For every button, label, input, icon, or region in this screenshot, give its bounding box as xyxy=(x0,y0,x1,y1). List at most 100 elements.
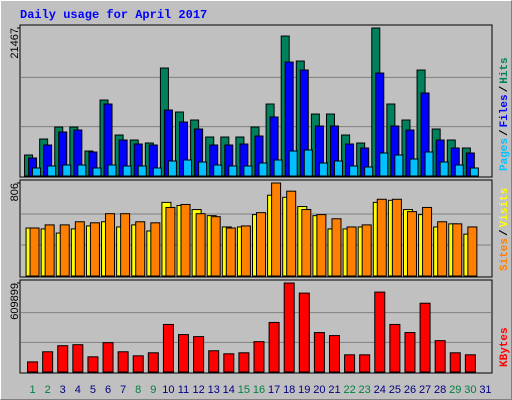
x-tick-label: 28 xyxy=(434,384,446,396)
bar xyxy=(273,159,283,177)
bar xyxy=(228,165,238,177)
bar xyxy=(62,164,72,177)
bar xyxy=(152,167,162,177)
bar xyxy=(271,182,282,277)
bar xyxy=(122,165,132,177)
bar xyxy=(213,164,223,177)
x-tick-label: 10 xyxy=(162,384,174,396)
bar xyxy=(29,227,40,277)
bar xyxy=(454,164,464,177)
bar xyxy=(193,336,205,373)
bar xyxy=(301,209,312,277)
bar xyxy=(268,321,280,373)
bar xyxy=(409,158,419,177)
bar xyxy=(437,221,448,277)
bar xyxy=(424,151,434,177)
bar xyxy=(180,203,191,277)
x-tick-label: 2 xyxy=(45,384,51,396)
bar xyxy=(439,161,449,177)
bar xyxy=(137,165,147,177)
x-tick-label: 13 xyxy=(208,384,220,396)
bar xyxy=(57,345,69,373)
bar xyxy=(42,351,54,373)
legend-separator: / xyxy=(499,229,511,236)
bar xyxy=(288,150,298,177)
bar xyxy=(374,291,386,373)
bar xyxy=(346,226,357,277)
bar xyxy=(303,149,313,177)
bar xyxy=(107,164,117,177)
bar xyxy=(210,216,221,277)
x-tick-label: 1 xyxy=(29,384,35,396)
bar xyxy=(391,198,402,277)
bar xyxy=(359,354,371,373)
x-tick-label: 7 xyxy=(120,384,126,396)
x-tick-label: 11 xyxy=(178,384,189,396)
bar xyxy=(364,166,374,177)
x-tick-label: 27 xyxy=(419,384,431,396)
bar xyxy=(389,323,401,373)
bar xyxy=(195,213,206,277)
bar xyxy=(313,332,325,373)
bar xyxy=(198,161,208,177)
bar xyxy=(467,226,478,277)
bar xyxy=(72,344,84,373)
bar xyxy=(102,342,114,373)
x-tick-label: 14 xyxy=(223,384,235,396)
bar xyxy=(376,198,387,277)
legend-separator: / xyxy=(499,85,511,92)
bar xyxy=(132,355,144,373)
legend-entry: Pages xyxy=(499,138,511,171)
legend: Pages / Files / Hits xyxy=(499,57,511,171)
x-tick-label: 3 xyxy=(60,384,66,396)
bar xyxy=(74,221,85,277)
bar xyxy=(117,351,129,373)
bar xyxy=(77,164,87,177)
bar xyxy=(283,282,295,373)
bar xyxy=(135,221,146,277)
bar xyxy=(422,206,433,277)
legend-entry: Files xyxy=(499,94,511,127)
bar xyxy=(167,160,177,177)
x-tick-label: 19 xyxy=(298,384,310,396)
bar xyxy=(208,350,220,373)
bar xyxy=(286,190,297,277)
x-tick-label: 20 xyxy=(313,384,325,396)
legend-entry: Sites xyxy=(499,238,511,271)
bar xyxy=(240,225,251,277)
bar xyxy=(316,214,327,277)
legend-entry: Hits xyxy=(499,57,511,83)
legend: Sites /Visits xyxy=(499,188,511,271)
bar xyxy=(298,292,310,373)
bar xyxy=(253,341,265,373)
bar xyxy=(150,222,161,277)
bar xyxy=(178,334,190,373)
x-tick-label: 22 xyxy=(343,384,355,396)
bar xyxy=(59,224,70,277)
bar xyxy=(406,211,417,277)
bar xyxy=(331,218,342,277)
x-tick-label: 24 xyxy=(374,384,386,396)
x-tick-label: 31 xyxy=(479,384,491,396)
bar xyxy=(32,167,42,177)
bar xyxy=(225,227,236,277)
bar xyxy=(243,165,253,177)
bar xyxy=(105,213,116,277)
bar xyxy=(89,222,100,277)
bar xyxy=(87,356,99,373)
x-tick-label: 4 xyxy=(75,384,81,396)
x-tick-label: 23 xyxy=(359,384,371,396)
bar xyxy=(27,361,39,373)
bar xyxy=(379,152,389,177)
x-tick-label: 9 xyxy=(150,384,156,396)
bar xyxy=(464,354,476,373)
y-tick-label: 806 xyxy=(9,183,21,201)
x-tick-label: 30 xyxy=(464,384,476,396)
x-tick-label: 29 xyxy=(449,384,461,396)
bar xyxy=(47,165,57,177)
x-tick-label: 25 xyxy=(389,384,401,396)
bar xyxy=(452,223,463,277)
bar xyxy=(223,353,235,373)
x-tick-label: 12 xyxy=(192,384,204,396)
